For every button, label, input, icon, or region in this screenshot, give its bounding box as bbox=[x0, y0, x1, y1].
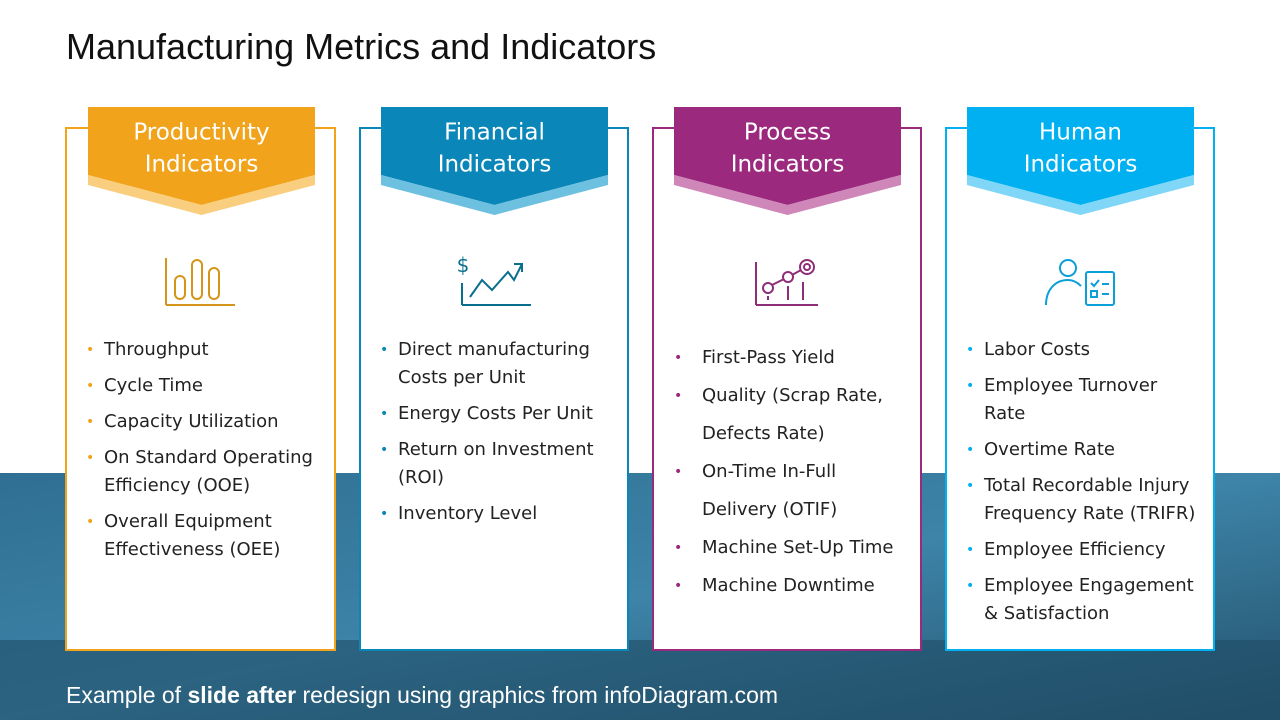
banner bbox=[88, 107, 315, 205]
list-item: Total Recordable Injury Frequency Rate (… bbox=[966, 472, 1202, 528]
list-item: On-Time In-Full Delivery (OTIF) bbox=[674, 453, 910, 529]
banner bbox=[381, 107, 608, 205]
footer: Example of slide after redesign using gr… bbox=[66, 682, 778, 709]
icon-growth: $ bbox=[457, 253, 531, 306]
header-line: Human bbox=[1039, 120, 1122, 146]
header-line: Financial bbox=[444, 120, 545, 146]
list-item: Energy Costs Per Unit bbox=[380, 400, 616, 428]
list: Labor Costs Employee Turnover Rate Overtim… bbox=[966, 336, 1202, 636]
list-item: Labor Costs bbox=[966, 336, 1202, 364]
list-item: Throughput bbox=[86, 336, 322, 364]
list-item: On Standard Operating Efficiency (OOE) bbox=[86, 444, 322, 500]
header-line: Process bbox=[744, 120, 831, 146]
header-line: Indicators bbox=[731, 152, 845, 178]
banner-accent bbox=[674, 175, 901, 215]
list-item: Overtime Rate bbox=[966, 436, 1202, 464]
background-shade bbox=[0, 640, 1280, 720]
list-item: Quality (Scrap Rate, Defects Rate) bbox=[674, 377, 910, 453]
svg-text:$: $ bbox=[457, 253, 470, 277]
list-item: Machine Set-Up Time bbox=[674, 529, 910, 567]
header-line: Indicators bbox=[438, 152, 552, 178]
banner-accent bbox=[967, 175, 1194, 215]
slide-title: Manufacturing Metrics and Indicators bbox=[66, 26, 657, 67]
icon-human bbox=[1045, 259, 1115, 306]
banner bbox=[674, 107, 901, 205]
list: Throughput Cycle Time Capacity Utilization… bbox=[86, 336, 322, 572]
footer-text: redesign using graphics from infoDiagram… bbox=[296, 682, 779, 708]
icon-bars bbox=[165, 258, 235, 306]
header-line: Productivity bbox=[133, 120, 269, 146]
banner-accent bbox=[88, 175, 315, 215]
list-item: Machine Downtime bbox=[674, 567, 910, 605]
list: Direct manufacturing Costs per Unit Energ… bbox=[380, 336, 616, 536]
list: First-Pass YieldQuality (Scrap Rate, Def… bbox=[674, 339, 910, 605]
banner-accent bbox=[381, 175, 608, 215]
list-item: Return on Investment (ROI) bbox=[380, 436, 616, 492]
header-line: Indicators bbox=[1024, 152, 1138, 178]
list-item: Employee Turnover Rate bbox=[966, 372, 1202, 428]
list-item: Direct manufacturing Costs per Unit bbox=[380, 336, 616, 392]
list-item: Capacity Utilization bbox=[86, 408, 322, 436]
list-item: First-Pass Yield bbox=[674, 339, 910, 377]
list-item: Cycle Time bbox=[86, 372, 322, 400]
list-item: Employee Engagement & Satisfaction bbox=[966, 572, 1202, 628]
list-item: Employee Efficiency bbox=[966, 536, 1202, 564]
footer-bold: slide after bbox=[187, 682, 297, 708]
list-item: Inventory Level bbox=[380, 500, 616, 528]
banner bbox=[967, 107, 1194, 205]
header-line: Indicators bbox=[145, 152, 259, 178]
list-item: Overall Equipment Effectiveness (OEE) bbox=[86, 508, 322, 564]
icon-process bbox=[755, 259, 818, 306]
footer-text: Example of bbox=[66, 682, 188, 708]
